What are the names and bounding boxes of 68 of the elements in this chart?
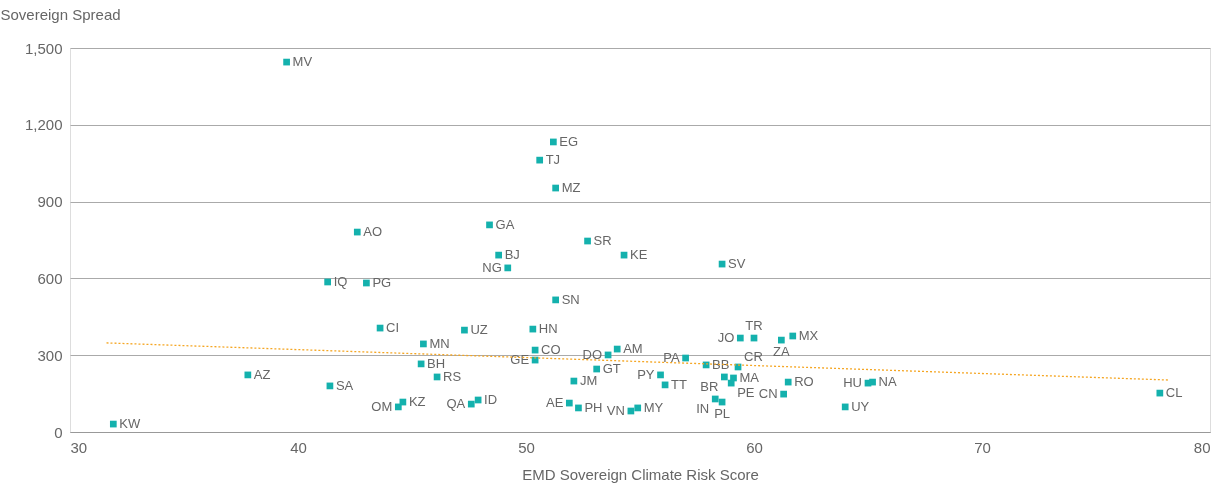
data-label: PG — [372, 275, 392, 291]
data-label: PH — [584, 399, 603, 415]
data-label: BH — [427, 355, 446, 371]
data-label: MA — [739, 369, 760, 385]
data-label: MN — [429, 335, 450, 351]
x-tick-label: 60 — [746, 438, 763, 456]
data-label: CO — [541, 342, 561, 358]
data-label: BB — [712, 356, 730, 372]
data-label: RS — [443, 368, 462, 384]
y-tick-label: 1,200 — [24, 116, 63, 134]
y-tick-label: 0 — [54, 423, 63, 441]
data-label: AM — [623, 341, 643, 357]
data-label: DO — [582, 346, 603, 362]
data-label: MY — [643, 399, 664, 415]
y-tick-label: 600 — [37, 269, 63, 287]
data-label: AE — [545, 395, 564, 411]
data-label: BJ — [504, 247, 520, 263]
data-label: HU — [843, 375, 862, 391]
data-label: JO — [717, 330, 735, 346]
data-label: MV — [292, 54, 313, 70]
y-axis-title: Sovereign Spread — [0, 5, 121, 23]
data-label: KE — [630, 247, 648, 263]
data-label: AZ — [253, 366, 271, 382]
data-label: SN — [561, 291, 580, 307]
data-label: KZ — [408, 394, 426, 410]
data-label: UZ — [470, 322, 488, 338]
data-label: SV — [728, 256, 746, 272]
data-label: VN — [606, 403, 625, 419]
data-label: NG — [482, 259, 502, 275]
data-label: ID — [484, 392, 498, 407]
y-tick-label: 900 — [37, 193, 63, 211]
data-label: SR — [593, 233, 612, 249]
data-label: CR — [744, 348, 763, 364]
y-tick-label: 300 — [37, 346, 63, 364]
data-label: TT — [671, 376, 688, 392]
data-label: GT — [602, 361, 621, 377]
data-label: BR — [700, 378, 719, 394]
data-label: MZ — [561, 180, 581, 196]
data-label: SA — [335, 377, 354, 393]
data-label: MX — [798, 328, 819, 343]
data-label: UY — [851, 398, 870, 414]
x-tick-label: 80 — [1193, 438, 1211, 456]
data-label: PL — [714, 406, 731, 422]
data-label: CL — [1165, 385, 1183, 401]
data-label: NA — [878, 374, 897, 390]
data-label: HN — [538, 321, 558, 337]
data-label: QA — [446, 396, 466, 412]
data-label: CI — [386, 320, 400, 336]
x-tick-label: 30 — [70, 438, 88, 456]
data-label: IN — [696, 400, 710, 416]
y-tick-label: 1,500 — [24, 39, 63, 57]
data-label: RO — [794, 374, 814, 390]
data-label: GE — [510, 352, 530, 368]
x-tick-label: 70 — [974, 438, 991, 456]
x-axis-title: EMD Sovereign Climate Risk Score — [522, 465, 759, 483]
data-label: PY — [637, 366, 655, 382]
data-label: PE — [737, 385, 755, 401]
data-label: AO — [363, 224, 383, 240]
data-label: EG — [559, 133, 579, 149]
data-label: OM — [371, 398, 393, 414]
data-label: TJ — [545, 152, 561, 168]
data-label: CN — [758, 386, 778, 402]
x-tick-label: 40 — [290, 438, 307, 456]
data-label: KW — [119, 416, 141, 432]
x-tick-label: 50 — [518, 438, 535, 456]
data-label: TR — [745, 318, 763, 334]
data-label: GA — [495, 216, 515, 232]
data-label: JM — [579, 373, 598, 389]
